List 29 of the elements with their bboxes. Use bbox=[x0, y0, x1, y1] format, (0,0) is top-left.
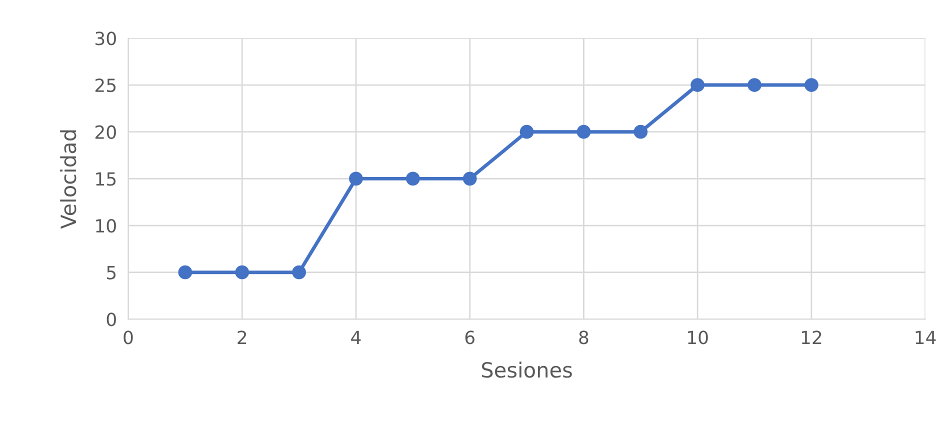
point bbox=[634, 124, 648, 139]
point bbox=[462, 172, 477, 186]
x-tick-label: 6 bbox=[465, 330, 474, 344]
x-tick-label: 8 bbox=[579, 330, 588, 344]
x-axis-title: Sesiones bbox=[482, 362, 572, 378]
y-tick-label: 10 bbox=[96, 218, 116, 233]
point bbox=[178, 265, 192, 280]
point bbox=[576, 124, 591, 139]
y-tick-label: 20 bbox=[95, 125, 116, 139]
point bbox=[292, 265, 306, 280]
point bbox=[235, 265, 250, 280]
point bbox=[406, 172, 420, 186]
point bbox=[804, 78, 818, 92]
x-tick-label: 12 bbox=[802, 330, 822, 344]
y-tick-label: 25 bbox=[95, 78, 116, 92]
x-tick-label: 14 bbox=[916, 330, 936, 344]
y-axis-title: Velocidad bbox=[60, 130, 76, 229]
y-tick-label: 5 bbox=[107, 266, 116, 280]
point bbox=[349, 172, 363, 186]
x-tick-label: 0 bbox=[124, 330, 133, 344]
y-tick-label: 30 bbox=[96, 32, 116, 46]
point bbox=[690, 78, 705, 92]
y-tick-label: 15 bbox=[96, 172, 116, 186]
y-tick-label: 0 bbox=[106, 312, 116, 326]
x-tick-label: 4 bbox=[351, 330, 361, 344]
x-tick-label: 10 bbox=[688, 330, 708, 344]
point bbox=[748, 78, 762, 92]
point bbox=[520, 124, 534, 139]
x-tick-label: 2 bbox=[238, 330, 246, 344]
